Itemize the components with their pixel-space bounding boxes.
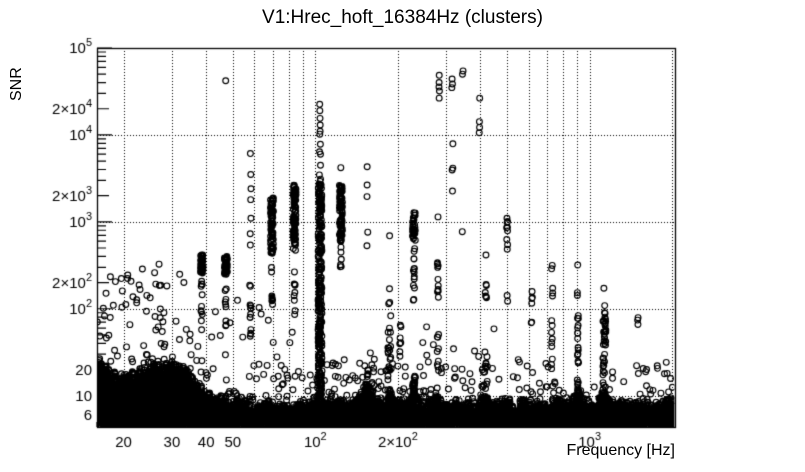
- x-axis-title: Frequency [Hz]: [566, 442, 675, 459]
- chart-title: V1:Hrec_hoft_16384Hz (clusters): [262, 7, 543, 28]
- y-axis-title: SNR: [8, 67, 25, 101]
